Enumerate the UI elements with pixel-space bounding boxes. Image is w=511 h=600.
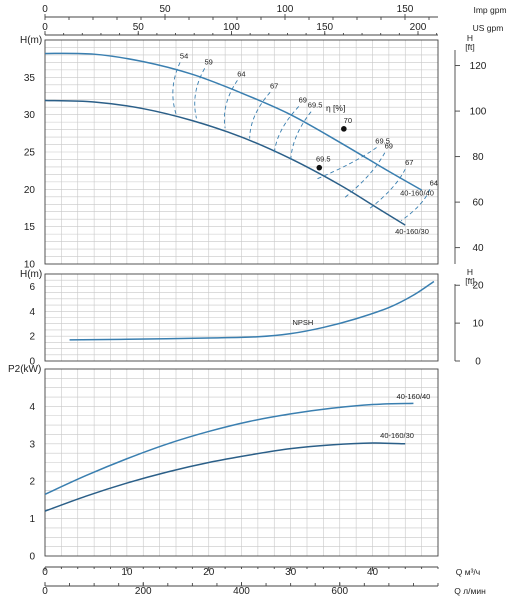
y-axis-label: H(m): [20, 35, 42, 46]
us-gpm-tick-label: 0: [42, 22, 48, 33]
y-tick-label: 0: [29, 552, 35, 563]
y-tick-label: 3: [29, 439, 35, 450]
lmin-tick-label: 400: [233, 586, 250, 597]
ft-axis-label-unit: [ft]: [465, 42, 474, 52]
panel-frames: [44, 14, 460, 587]
m3h-tick-label: 40: [367, 567, 379, 578]
panel-frame: [44, 39, 439, 265]
y-tick-label: 25: [24, 148, 36, 159]
ft-tick-label: 10: [472, 319, 484, 330]
y-tick-label: 6: [29, 282, 35, 293]
ft-tick-label: 40: [472, 243, 484, 254]
us-gpm-tick-label: 150: [316, 22, 333, 33]
imp-gpm-label: Imp gpm: [473, 5, 506, 15]
ft-tick-label: 80: [472, 152, 484, 163]
imp-gpm-tick-label: 100: [277, 4, 294, 15]
efficiency-line: [368, 168, 406, 210]
efficiency-label: 69: [385, 142, 393, 151]
m3h-label: Q м³/ч: [456, 567, 480, 577]
efficiency-label: 69.5: [375, 137, 390, 146]
point-label: 69.5: [316, 155, 331, 164]
lmin-tick-label: 200: [135, 586, 152, 597]
efficiency-label: 67: [405, 158, 413, 167]
y-tick-label: 4: [29, 402, 35, 413]
y-tick-label: 2: [29, 477, 35, 488]
series-line-40-160/30: [44, 442, 406, 512]
series-line-40-160/40: [44, 402, 414, 495]
npsh-label: NPSH: [292, 318, 313, 327]
us-gpm-tick-label: 50: [133, 22, 145, 33]
power-label-40: 40-160/40: [397, 392, 431, 401]
efficiency-label: 54: [180, 51, 188, 60]
us-gpm-tick-label: 200: [410, 22, 427, 33]
y-tick-label: 20: [24, 185, 36, 196]
us-gpm-tick-label: 100: [223, 22, 240, 33]
panel-frame: [44, 368, 439, 557]
point-label: 70: [344, 116, 352, 125]
ft-tick-label: 0: [475, 357, 481, 368]
efficiency-label: 64: [430, 178, 438, 187]
power-label-30: 40-160/30: [380, 431, 414, 440]
y-tick-label: 30: [24, 110, 36, 121]
series-line-40-160/30: [44, 99, 406, 226]
y-tick-label: 2: [29, 332, 35, 343]
efficiency-line: [400, 189, 431, 222]
imp-gpm-tick-label: 50: [159, 4, 171, 15]
m3h-tick-label: 30: [285, 567, 297, 578]
grid-lines: [44, 39, 439, 557]
imp-gpm-tick-label: 150: [397, 4, 414, 15]
lmin-label: Q л/мин: [454, 586, 486, 596]
efficiency-unit-label: η [%]: [326, 103, 345, 113]
ft-axis-label-h: H: [467, 33, 473, 43]
lmin-tick-label: 0: [42, 586, 48, 597]
y-tick-label: 10: [24, 260, 36, 271]
y-tick-label: 0: [29, 357, 35, 368]
efficiency-label: 69.5: [308, 101, 323, 110]
best-efficiency-point: [316, 164, 323, 171]
series-line-40-160/40: [44, 52, 422, 191]
imp-gpm-tick-label: 0: [42, 4, 48, 15]
panel-frame: [44, 273, 439, 362]
m3h-tick-label: 10: [121, 567, 133, 578]
y-axis-label: P2(kW): [8, 364, 41, 375]
curves: [44, 52, 435, 512]
ft-tick-label: 120: [470, 61, 487, 72]
efficiency-line: [249, 91, 271, 139]
y-tick-label: 35: [24, 73, 36, 84]
lmin-tick-label: 600: [331, 586, 348, 597]
m3h-tick-label: 0: [42, 567, 48, 578]
best-efficiency-point: [341, 126, 347, 132]
efficiency-lines: [172, 62, 431, 222]
series-label-30: 40-160/30: [395, 227, 429, 236]
efficiency-line: [290, 111, 312, 164]
y-axis-label: H(m): [20, 269, 42, 280]
efficiency-label: 67: [270, 81, 278, 90]
y-tick-label: 15: [24, 222, 36, 233]
ft-tick-label: 100: [470, 107, 487, 118]
series-line-NPSH: [69, 280, 435, 341]
ft-tick-label: 20: [472, 281, 484, 292]
series-label-40: 40-160/40: [400, 188, 434, 197]
ft-axis-label-h: H: [467, 267, 473, 277]
efficiency-line: [273, 106, 300, 154]
m3h-tick-label: 20: [203, 567, 215, 578]
efficiency-label: 64: [237, 69, 245, 78]
efficiency-line: [315, 147, 377, 181]
efficiency-line: [343, 152, 386, 199]
efficiency-label: 69: [299, 95, 307, 104]
us-gpm-label: US gpm: [473, 23, 504, 33]
y-tick-label: 4: [29, 307, 35, 318]
efficiency-label: 59: [204, 57, 212, 66]
ft-axis-label-unit: [ft]: [465, 276, 474, 286]
ft-tick-label: 60: [472, 198, 484, 209]
y-tick-label: 1: [29, 514, 35, 525]
